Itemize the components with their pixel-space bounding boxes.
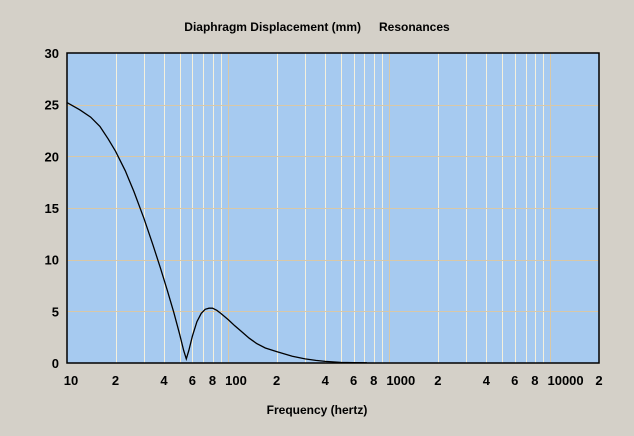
y-tick-label: 5: [52, 304, 59, 319]
x-tick-label: 2: [273, 373, 280, 388]
x-tick-label: 100: [225, 373, 247, 388]
y-tick-label: 20: [45, 149, 59, 164]
chart-title: Diaphragm Displacement (mm) Resonances: [184, 20, 450, 34]
x-tick-label: 4: [160, 373, 168, 388]
y-tick-label: 25: [45, 98, 59, 113]
x-tick-label: 4: [483, 373, 491, 388]
x-axis-label: Frequency (hertz): [267, 403, 368, 417]
x-tick-label: 6: [350, 373, 357, 388]
y-tick-label: 10: [45, 253, 59, 268]
series-line: [66, 102, 367, 364]
y-tick-label: 30: [45, 46, 59, 61]
x-tick-label: 2: [112, 373, 119, 388]
x-tick-label: 8: [531, 373, 538, 388]
x-tick-label: 2: [595, 373, 602, 388]
x-tick-label: 6: [189, 373, 196, 388]
x-tick-label: 10: [64, 373, 78, 388]
x-tick-label: 8: [209, 373, 216, 388]
plot-border: [66, 52, 600, 364]
x-tick-label: 10000: [547, 373, 583, 388]
y-tick-label: 0: [52, 356, 59, 371]
x-tick-label: 1000: [386, 373, 415, 388]
x-tick-label: 4: [322, 373, 330, 388]
y-tick-label: 15: [45, 201, 59, 216]
x-tick-label: 2: [434, 373, 441, 388]
x-tick-label: 6: [511, 373, 518, 388]
x-tick-label: 8: [370, 373, 377, 388]
